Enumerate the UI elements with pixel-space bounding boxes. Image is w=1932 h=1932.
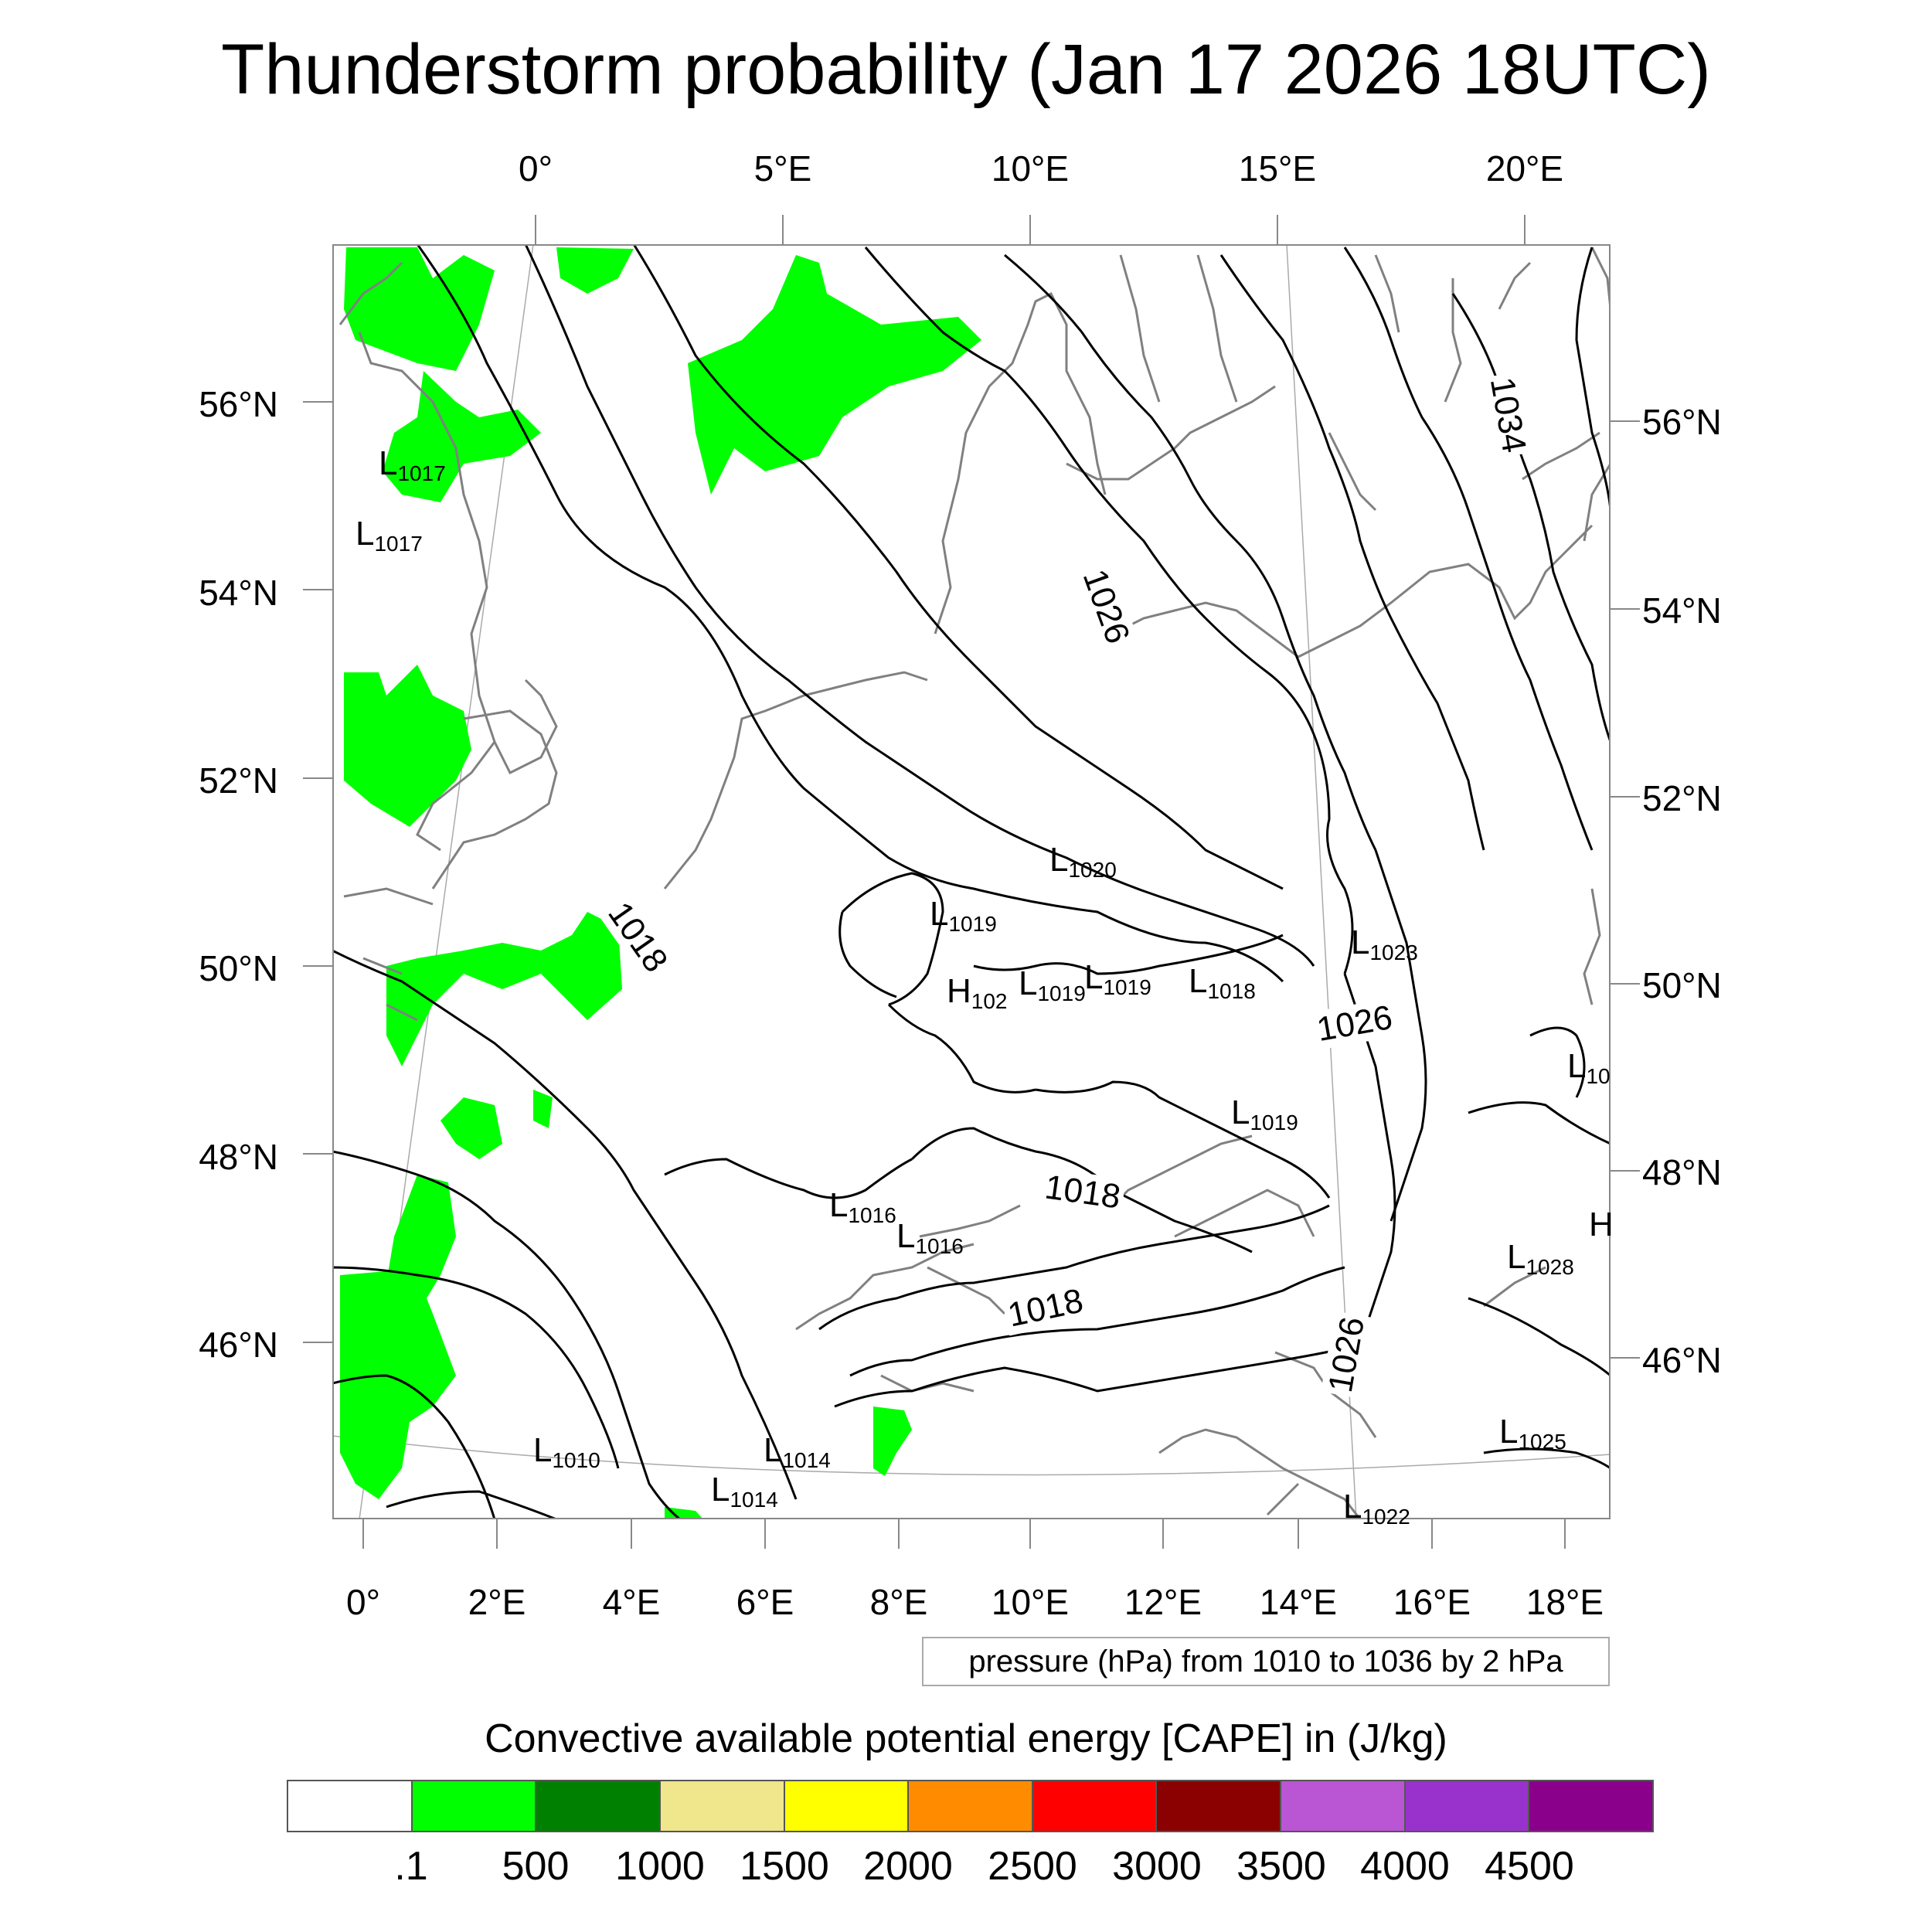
left-lat-label: 52°N (199, 760, 278, 801)
pressure-center: L1019 (1019, 964, 1086, 1005)
colorbar (287, 1780, 1654, 1832)
colorbar-tick-label: 3000 (1112, 1844, 1202, 1889)
pressure-center: H (1589, 1206, 1614, 1243)
pressure-center: H102 (947, 972, 1008, 1013)
right-lat-label: 48°N (1642, 1152, 1722, 1192)
colorbar-tick-label: 1500 (740, 1844, 829, 1889)
bottom-lon-label: 12°E (1124, 1582, 1202, 1622)
pressure-center: L1023 (1351, 923, 1418, 964)
pressure-center: L1020 (1049, 841, 1117, 882)
map-frame (332, 244, 1611, 1519)
top-lon-label: 15°E (1238, 148, 1317, 189)
bottom-lon-label: 6°E (736, 1582, 794, 1622)
bottom-lon-label: 0° (346, 1582, 380, 1622)
left-lat-label: 50°N (199, 948, 278, 988)
pressure-info-box: pressure (hPa) from 1010 to 1036 by 2 hP… (922, 1637, 1610, 1686)
colorbar-swatch (536, 1781, 661, 1831)
left-lat-label: 56°N (199, 384, 278, 424)
right-lat-label: 56°N (1642, 402, 1722, 442)
axis-ticks (303, 215, 1640, 1549)
colorbar-swatch (909, 1781, 1033, 1831)
pressure-center: L1016 (896, 1217, 964, 1258)
colorbar-swatch (1405, 1781, 1530, 1831)
colorbar-tick-label: 1000 (615, 1844, 705, 1889)
colorbar-tick-label: 4500 (1485, 1844, 1574, 1889)
colorbar-swatch (784, 1781, 910, 1831)
cape-areas (340, 247, 981, 1519)
left-lat-label: 48°N (199, 1137, 278, 1177)
colorbar-swatch (1157, 1781, 1282, 1831)
colorbar-tick-label: 2500 (988, 1844, 1077, 1889)
bottom-lon-label: 18°E (1526, 1582, 1604, 1622)
bottom-lon-label: 14°E (1259, 1582, 1338, 1622)
top-lon-label: 5°E (753, 148, 812, 189)
colorbar-swatch (1529, 1781, 1653, 1831)
top-lon-label: 0° (519, 148, 553, 189)
top-lon-label: 10°E (991, 148, 1070, 189)
right-lat-label: 50°N (1642, 965, 1722, 1005)
colorbar-title: Convective available potential energy [C… (485, 1716, 1447, 1761)
pressure-center: L1014 (711, 1471, 778, 1512)
pressure-center: L1010 (533, 1431, 600, 1472)
bottom-lon-label: 16°E (1393, 1582, 1471, 1622)
colorbar-swatch (660, 1781, 785, 1831)
pressure-center: L1019 (1084, 958, 1151, 999)
pressure-center: L1017 (379, 444, 446, 485)
top-lon-label: 20°E (1485, 148, 1564, 189)
right-lat-label: 54°N (1642, 590, 1722, 631)
colorbar-swatch (412, 1781, 537, 1831)
bottom-lon-label: 10°E (991, 1582, 1070, 1622)
bottom-lon-label: 4°E (602, 1582, 661, 1622)
left-lat-label: 46°N (199, 1325, 278, 1365)
pressure-center: L1017 (355, 515, 423, 556)
colorbar-swatch (1032, 1781, 1158, 1831)
colorbar-tick-label: 4000 (1360, 1844, 1450, 1889)
colorbar-tick-label: 2000 (863, 1844, 953, 1889)
pressure-center: L1016 (829, 1186, 896, 1227)
right-lat-label: 46°N (1642, 1340, 1722, 1380)
pressure-center: L1019 (930, 895, 997, 936)
pressure-center: L1018 (1189, 962, 1256, 1003)
colorbar-tick-label: 500 (502, 1844, 570, 1889)
left-lat-label: 54°N (199, 573, 278, 613)
colorbar-tick-label: .1 (394, 1844, 428, 1889)
bottom-lon-label: 2°E (468, 1582, 526, 1622)
isobars (332, 244, 1611, 1519)
right-lat-label: 52°N (1642, 778, 1722, 818)
colorbar-tick-label: 3500 (1236, 1844, 1326, 1889)
pressure-center: L1022 (1343, 1488, 1410, 1529)
pressure-center: L10 (1567, 1047, 1611, 1088)
bottom-lon-label: 8°E (869, 1582, 928, 1622)
pressure-center: L1019 (1231, 1094, 1298, 1134)
pressure-center: L1025 (1499, 1413, 1566, 1454)
figure-title: Thunderstorm probability (Jan 17 2026 18… (221, 30, 1711, 109)
pressure-center: L1028 (1507, 1238, 1574, 1279)
pressure-center: L1014 (764, 1431, 831, 1472)
colorbar-swatch (288, 1781, 413, 1831)
colorbar-swatch (1281, 1781, 1406, 1831)
